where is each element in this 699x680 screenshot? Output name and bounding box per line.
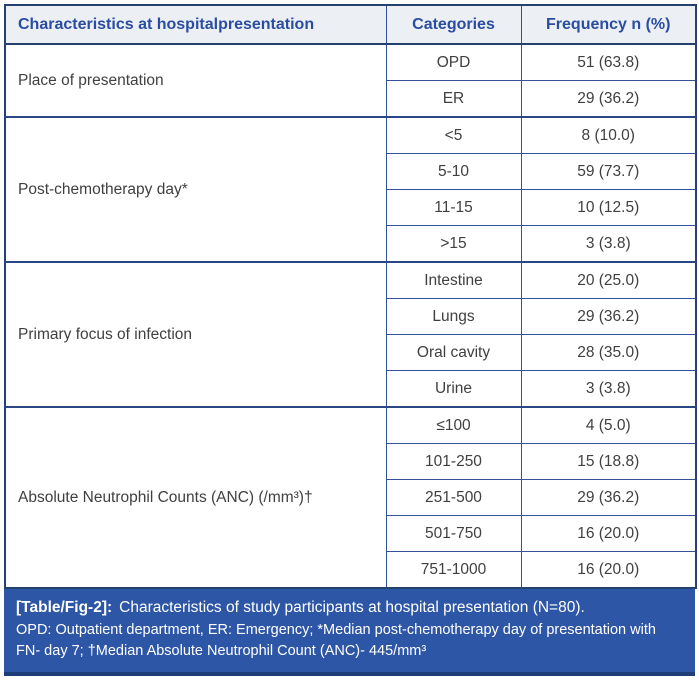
category-cell: Lungs [385,298,522,335]
category-cell: 101-250 [385,443,522,480]
frequency-cell: 16 (20.0) [520,551,697,589]
category-cell: ER [385,80,522,118]
characteristic-cell: Absolute Neutrophil Counts (ANC) (/mm³)† [4,406,387,589]
header-row: Characteristics at hospitalpresentation … [4,4,697,45]
table-row: ER 29 (36.2) [5,80,697,118]
category-cell: >15 [385,225,522,263]
table-row: >15 3 (3.8) [5,225,697,263]
category-cell: <5 [385,116,522,154]
frequency-cell: 10 (12.5) [520,189,697,226]
frequency-cell: 20 (25.0) [520,261,697,299]
characteristic-cell: Post-chemotherapy day* [4,116,387,263]
frequency-cell: 3 (3.8) [520,225,697,263]
frequency-cell: 29 (36.2) [520,298,697,335]
frequency-cell: 3 (3.8) [520,370,697,408]
category-cell: 751-1000 [385,551,522,589]
frequency-cell: 4 (5.0) [520,406,697,444]
header-categories: Categories [385,4,522,45]
frequency-cell: 15 (18.8) [520,443,697,480]
frequency-cell: 29 (36.2) [520,479,697,516]
table-row: 751-1000 16 (20.0) [5,551,697,589]
figure-footnotes: OPD: Outpatient department, ER: Emergenc… [16,622,656,660]
frequency-cell: 8 (10.0) [520,116,697,154]
table-row: Lungs 29 (36.2) [5,298,697,335]
category-cell: 11-15 [385,189,522,226]
table-row: 101-250 15 (18.8) [5,443,697,480]
table-body: Place of presentation OPD 51 (63.8) ER 29 (3… [4,43,697,589]
table-row: Primary focus of infection Intestine 20 (2… [4,261,697,408]
category-cell: ≤100 [385,406,522,444]
category-cell: OPD [385,43,522,81]
figure-caption-text: Characteristics of study participants at… [119,599,585,616]
figure-tag: [Table/Fig-2]: [16,599,113,616]
header-characteristics: Characteristics at hospitalpresentation [4,4,387,45]
category-cell: Oral cavity [385,334,522,371]
header-frequency: Frequency n (%) [520,4,697,45]
category-cell: 251-500 [385,479,522,516]
table-row: Urine 3 (3.8) [5,370,697,408]
category-cell: Urine [385,370,522,408]
table-row: 5-10 59 (73.7) [5,153,697,190]
table-row: Oral cavity 28 (35.0) [5,334,697,371]
category-cell: Intestine [385,261,522,299]
frequency-cell: 51 (63.8) [520,43,697,81]
category-cell: 501-750 [385,515,522,552]
figure-caption-band: [Table/Fig-2]: Characteristics of study p… [4,589,695,676]
frequency-cell: 16 (20.0) [520,515,697,552]
category-cell: 5-10 [385,153,522,190]
frequency-cell: 59 (73.7) [520,153,697,190]
figure-caption: [Table/Fig-2]: Characteristics of study p… [16,597,683,619]
frequency-cell: 28 (35.0) [520,334,697,371]
characteristic-cell: Place of presentation [4,43,387,118]
frequency-cell: 29 (36.2) [520,80,697,118]
table-row: 501-750 16 (20.0) [5,515,697,552]
characteristics-table: Characteristics at hospitalpresentation … [4,4,697,589]
table-row: Place of presentation OPD 51 (63.8) [4,43,697,118]
table-row: Absolute Neutrophil Counts (ANC) (/mm³)†… [4,406,697,589]
table-header: Characteristics at hospitalpresentation … [4,4,697,45]
table-row: 11-15 10 (12.5) [5,189,697,226]
characteristic-cell: Primary focus of infection [4,261,387,408]
table-row: Post-chemotherapy day* <5 8 (10.0) [4,116,697,263]
